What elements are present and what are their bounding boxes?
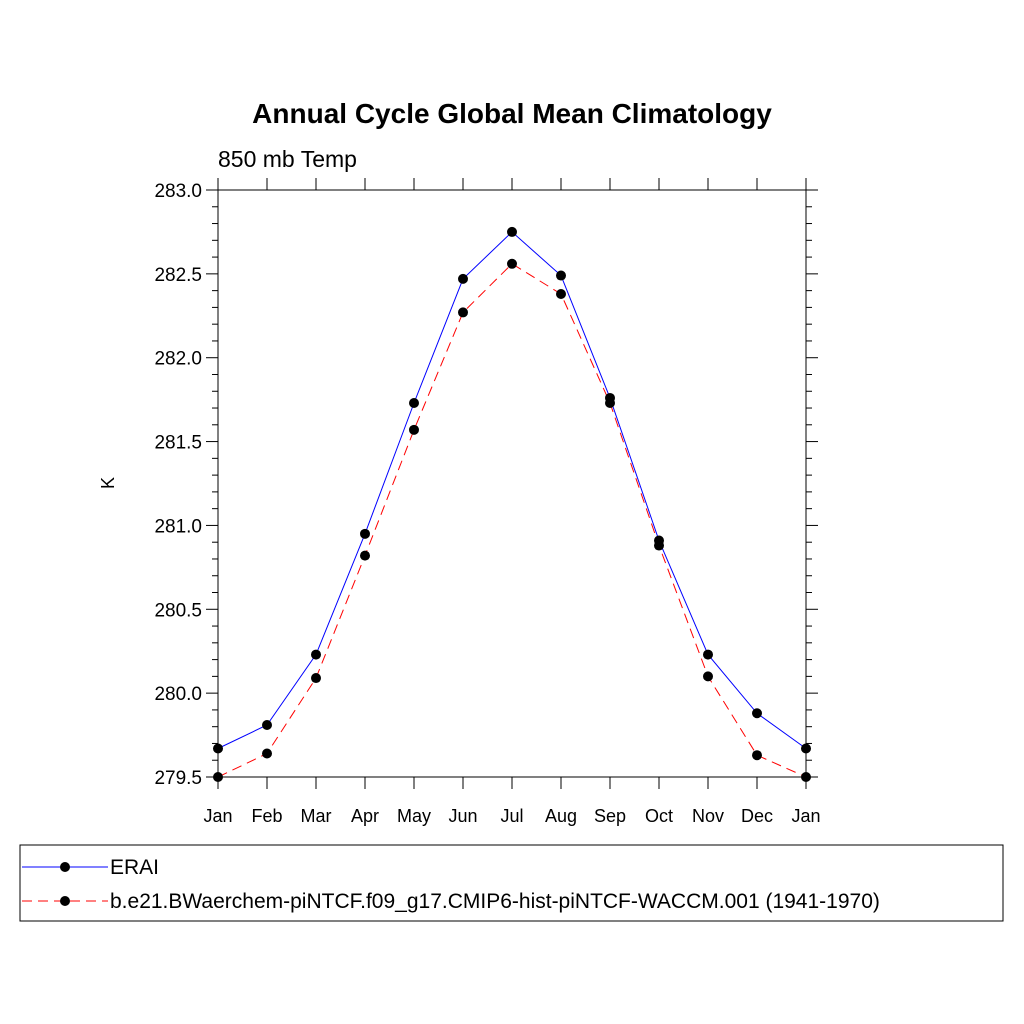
- data-point-1: [654, 540, 664, 551]
- data-point-1: [458, 307, 468, 318]
- data-point-0: [409, 397, 419, 408]
- x-tick-labels: Jan Feb Mar Apr May Jun Jul Aug Sep Oct Nov Dec Jan: [203, 806, 820, 826]
- data-point-0: [458, 273, 468, 284]
- data-point-1: [556, 288, 566, 299]
- legend-entry-0: ERAI: [110, 856, 159, 879]
- series-line-0: [217, 231, 807, 749]
- plot-frame: [217, 189, 807, 778]
- y-tick-label: 281.5: [154, 433, 202, 454]
- x-tick-label: Jun: [448, 806, 477, 826]
- series-layer: [213, 226, 811, 782]
- data-point-1: [801, 772, 811, 782]
- x-tick-label: Jan: [791, 806, 820, 826]
- legend-marker-0: [60, 862, 70, 872]
- series-line-1: [217, 263, 807, 778]
- x-tick-label: Aug: [545, 806, 577, 826]
- data-point-1: [605, 397, 615, 408]
- x-tick-label: Sep: [594, 806, 626, 826]
- y-tick-label: 280.5: [154, 600, 202, 621]
- x-tick-label: May: [397, 806, 431, 826]
- legend-box: [19, 844, 1004, 922]
- x-tick-label: Dec: [741, 806, 773, 826]
- x-tick-label: Feb: [251, 806, 282, 826]
- data-point-1: [311, 673, 321, 684]
- x-tick-label: Jul: [500, 806, 523, 826]
- data-point-0: [360, 528, 370, 539]
- y-tick-label: 280.0: [154, 684, 202, 705]
- data-point-0: [507, 226, 517, 237]
- data-point-1: [262, 748, 272, 759]
- legend: ERAI b.e21.BWaerchem-piNTCF.f09_g17.CMIP6…: [22, 856, 880, 913]
- x-tick-label: Oct: [645, 806, 673, 826]
- data-point-1: [409, 424, 419, 435]
- y-tick-label: 282.0: [154, 349, 202, 370]
- chart-title: Annual Cycle Global Mean Climatology: [252, 98, 772, 129]
- x-tick-label: Mar: [301, 806, 332, 826]
- data-point-1: [752, 750, 762, 761]
- x-tick-label: Apr: [351, 806, 379, 826]
- chart-subtitle: 850 mb Temp: [218, 146, 357, 172]
- data-point-1: [507, 258, 517, 269]
- data-point-0: [213, 743, 223, 754]
- x-tick-label: Jan: [203, 806, 232, 826]
- legend-marker-1: [60, 896, 70, 906]
- x-tick-label: Nov: [692, 806, 724, 826]
- y-axis-label: K: [98, 477, 118, 489]
- data-point-1: [703, 671, 713, 682]
- data-point-1: [213, 772, 223, 782]
- data-point-0: [556, 270, 566, 281]
- data-point-0: [752, 708, 762, 719]
- legend-entry-1: b.e21.BWaerchem-piNTCF.f09_g17.CMIP6-his…: [110, 890, 880, 913]
- y-tick-label: 281.0: [154, 516, 202, 537]
- axis-ticks: [206, 178, 818, 789]
- data-point-0: [311, 649, 321, 660]
- y-tick-label: 282.5: [154, 265, 202, 286]
- data-point-0: [262, 720, 272, 731]
- y-tick-label: 283.0: [154, 181, 202, 202]
- y-tick-labels: 279.5 280.0 280.5 281.0 281.5 282.0 282.5 283.0: [154, 181, 202, 789]
- data-point-0: [801, 743, 811, 754]
- data-point-1: [360, 550, 370, 561]
- y-tick-label: 279.5: [154, 768, 202, 789]
- data-point-0: [703, 649, 713, 660]
